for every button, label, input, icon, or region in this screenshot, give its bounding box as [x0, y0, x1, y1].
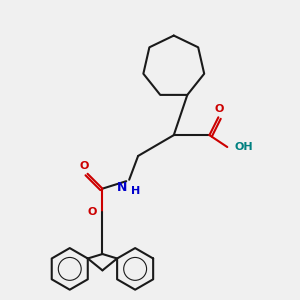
Text: O: O: [88, 207, 97, 218]
Text: H: H: [130, 186, 140, 196]
Text: N: N: [117, 181, 128, 194]
Text: O: O: [214, 104, 224, 114]
Text: OH: OH: [235, 142, 253, 152]
Text: O: O: [79, 161, 89, 171]
